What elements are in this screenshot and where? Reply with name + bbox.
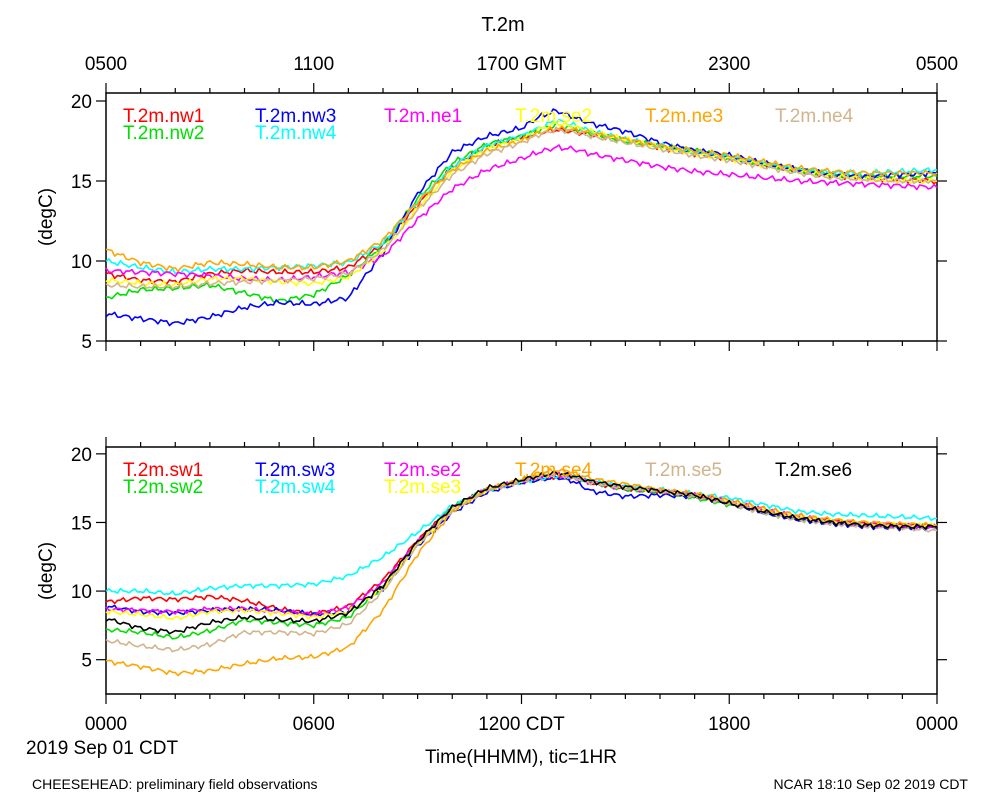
bottom-axis-tick-label: 0600 — [293, 714, 335, 735]
legend-entry: T.2m.se5 — [645, 460, 722, 481]
top-axis-tick-label: 2300 — [708, 54, 750, 75]
series-line-T-2m-se5 — [105, 471, 938, 653]
series-line-T-2m-se4 — [106, 467, 938, 677]
series-line-T-2m-sw2 — [105, 471, 938, 640]
legend-entry: T.2m.ne3 — [645, 106, 723, 127]
legend-entry: T.2m.se6 — [775, 460, 852, 481]
legend-entry: T.2m.se3 — [384, 477, 461, 498]
legend-entry: T.2m.nw3 — [255, 106, 336, 127]
legend-entry: T.2m.nw4 — [255, 123, 337, 144]
series-line-T-2m-se2 — [105, 471, 938, 618]
footer-right: NCAR 18:10 Sep 02 2019 CDT — [773, 776, 968, 792]
top-axis-tick-label: 0500 — [916, 54, 958, 75]
series-line-T-2m-ne1 — [105, 144, 938, 283]
y-tick-label: 5 — [81, 332, 92, 353]
y-tick-label: 20 — [71, 445, 92, 466]
top-plot-frame — [105, 92, 938, 342]
bottom-axis-tick-label: 1800 — [708, 714, 750, 735]
chart-title: T.2m — [481, 14, 524, 36]
legend-entry: T.2m.ne4 — [775, 106, 854, 127]
series-line-T-2m-se3 — [105, 471, 938, 621]
legend-entry: T.2m.se2 — [384, 460, 461, 481]
bottom-axis-tick-label: 0000 — [916, 714, 958, 735]
top-panel: 5 10 15 20 0500 1100 1700 GMT 2300 0500 T.2m.nw1… — [36, 54, 958, 353]
top-axis-tick-label: 0500 — [85, 54, 127, 75]
legend-entry: T.2m.nw1 — [123, 106, 204, 127]
top-ylabel: (degC) — [36, 188, 57, 246]
bottom-axis-tick-label: 1200 CDT — [478, 714, 565, 735]
series-line-T-2m-se2 — [105, 121, 938, 287]
series-line-T-2m-ne4 — [105, 126, 938, 290]
series-line-T-2m-ne3 — [105, 125, 938, 273]
legend-entry: T.2m.sw1 — [123, 460, 203, 481]
y-tick-label: 15 — [71, 172, 92, 193]
series-line-T-2m-sw1 — [105, 474, 938, 617]
footer-left: CHEESEHEAD: preliminary field observatio… — [32, 776, 318, 792]
x-axis-label: Time(HHMM), tic=1HR — [425, 747, 617, 768]
bottom-axis-ticks: 5 10 15 20 0000 0600 1200 CDT 1800 0000 — [71, 437, 958, 735]
legend-entry: T.2m.sw2 — [123, 477, 203, 498]
date-label: 2019 Sep 01 CDT — [26, 738, 178, 759]
legend-entry: T.2m.se4 — [515, 460, 593, 481]
top-axis-tick-label: 1700 GMT — [477, 54, 567, 75]
series-line-T-2m-nw3 — [105, 108, 938, 327]
y-tick-label: 10 — [71, 582, 92, 603]
y-tick-label: 5 — [81, 651, 92, 672]
legend-entry: T.2m.ne1 — [384, 106, 462, 127]
bottom-panel: 5 10 15 20 0000 0600 1200 CDT 1800 0000 T.2m.sw1… — [36, 437, 958, 735]
y-tick-label: 15 — [71, 513, 92, 534]
legend-entry: T.2m.se2 — [515, 106, 592, 127]
series-line-T-2m-sw4 — [105, 474, 938, 596]
bottom-ylabel: (degC) — [36, 542, 57, 600]
top-axis-ticks: 5 10 15 20 0500 1100 1700 GMT 2300 0500 — [71, 54, 958, 353]
legend-entry: T.2m.sw3 — [255, 460, 335, 481]
series-line-T-2m-sw3 — [105, 474, 938, 617]
series-line-T-2m-nw1 — [105, 126, 938, 286]
top-axis-tick-label: 1100 — [293, 54, 334, 75]
series-line-T-2m-se6 — [105, 470, 938, 635]
y-tick-label: 10 — [71, 252, 92, 273]
top-series-lines — [105, 108, 938, 327]
bottom-axis-tick-label: 0000 — [85, 714, 127, 735]
bottom-series-lines — [105, 467, 938, 677]
legend-entry: T.2m.sw4 — [255, 477, 336, 498]
y-tick-label: 20 — [71, 92, 92, 113]
legend-entry: T.2m.nw2 — [123, 123, 204, 144]
